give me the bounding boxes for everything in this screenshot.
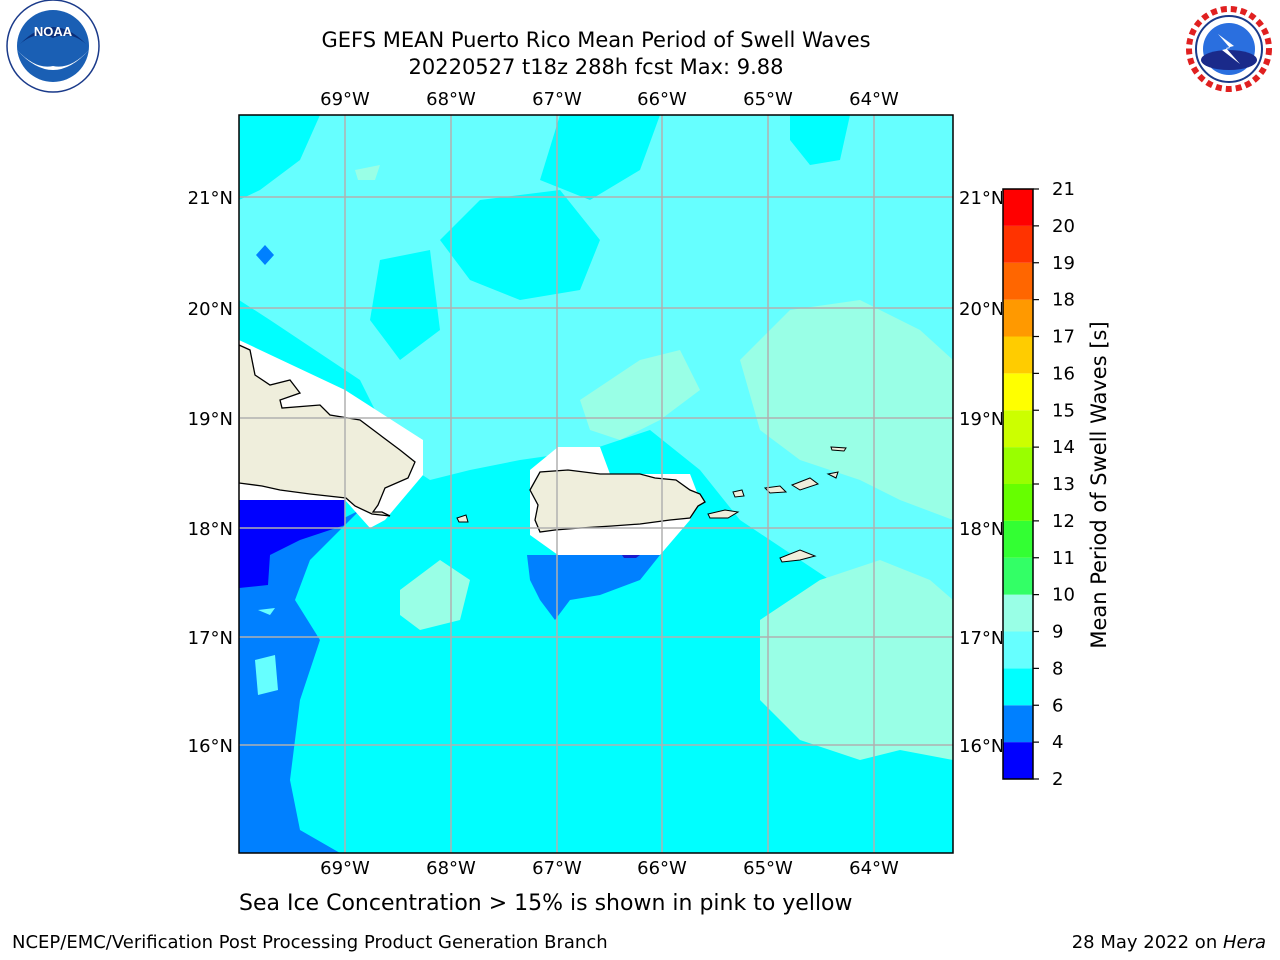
lon-label-bottom: 67°W <box>532 858 582 879</box>
colorbar-swatch <box>1003 299 1033 337</box>
colorbar-swatch <box>1003 484 1033 521</box>
colorbar-swatch <box>1003 742 1033 779</box>
colorbar-tick-label: 18 <box>1052 290 1075 311</box>
sea-ice-note: Sea Ice Concentration > 15% is shown in … <box>239 891 853 916</box>
colorbar-tick-label: 21 <box>1052 179 1075 200</box>
footer-branch: NCEP/EMC/Verification Post Processing Pr… <box>12 932 608 953</box>
lon-label-top: 66°W <box>637 89 687 110</box>
colorbar-tick-label: 13 <box>1052 474 1075 495</box>
lat-label-right: 20°N <box>959 299 1004 320</box>
colorbar-swatch <box>1003 557 1033 595</box>
colorbar-swatch <box>1003 705 1033 743</box>
colorbar-swatch <box>1003 189 1033 226</box>
lon-label-top: 68°W <box>426 89 476 110</box>
colorbar-tick-label: 15 <box>1052 400 1075 421</box>
colorbar-tick-label: 4 <box>1052 732 1063 753</box>
filled-contours <box>239 115 953 853</box>
colorbar-tick-label: 6 <box>1052 695 1063 716</box>
graticule <box>239 115 953 853</box>
lat-label-right: 19°N <box>959 409 1004 430</box>
colorbar-swatch <box>1003 520 1033 558</box>
footer-host: Hera <box>1222 932 1266 953</box>
lat-label-left: 21°N <box>188 188 233 209</box>
colorbar: 2 4 6 8 9 10 11 12 13 14 15 16 17 18 19 20 21 <box>1002 179 1075 790</box>
lat-label-right: 16°N <box>959 736 1004 757</box>
colorbar-tick-label: 2 <box>1052 769 1063 790</box>
colorbar-tick-label: 16 <box>1052 363 1075 384</box>
lat-label-left: 18°N <box>188 519 233 540</box>
colorbar-tick-label: 14 <box>1052 437 1075 458</box>
lon-label-top: 64°W <box>849 89 899 110</box>
colorbar-swatch <box>1003 373 1033 411</box>
colorbar-tick-label: 20 <box>1052 216 1075 237</box>
lon-label-top: 69°W <box>320 89 370 110</box>
map-subtitle: 20220527 t18z 288h fcst Max: 9.88 <box>408 55 784 79</box>
lon-label-bottom: 66°W <box>637 858 687 879</box>
noaa-logo: NOAA <box>6 0 100 93</box>
colorbar-swatch <box>1003 594 1033 632</box>
colorbar-tick-label: 10 <box>1052 585 1075 606</box>
lon-label-bottom: 65°W <box>743 858 793 879</box>
colorbar-swatch <box>1003 410 1033 448</box>
lat-label-right: 17°N <box>959 628 1004 649</box>
colorbar-swatch <box>1003 668 1033 706</box>
colorbar-tick-label: 19 <box>1052 253 1075 274</box>
colorbar-tick-label: 11 <box>1052 548 1075 569</box>
colorbar-swatch <box>1003 631 1033 669</box>
lon-label-top: 65°W <box>743 89 793 110</box>
colorbar-swatch <box>1003 225 1033 263</box>
lat-label-left: 17°N <box>188 628 233 649</box>
lon-label-bottom: 64°W <box>849 858 899 879</box>
lat-label-left: 16°N <box>188 736 233 757</box>
map-frame <box>238 114 954 854</box>
lat-label-right: 21°N <box>959 188 1004 209</box>
lat-label-left: 19°N <box>188 409 233 430</box>
colorbar-label: Mean Period of Swell Waves [s] <box>1087 321 1111 648</box>
nws-logo <box>1183 3 1275 95</box>
footer-date-text: 28 May 2022 on <box>1071 932 1223 953</box>
colorbar-swatch <box>1003 447 1033 484</box>
footer-date: 28 May 2022 on Hera <box>1072 932 1266 953</box>
map-title: GEFS MEAN Puerto Rico Mean Period of Swe… <box>321 28 871 52</box>
lon-label-top: 67°W <box>532 89 582 110</box>
colorbar-tick-label: 17 <box>1052 327 1075 348</box>
lon-label-bottom: 68°W <box>426 858 476 879</box>
colorbar-swatch <box>1003 262 1033 300</box>
noaa-logo-text: NOAA <box>34 24 73 39</box>
colorbar-tick-label: 8 <box>1052 658 1063 679</box>
lat-label-left: 20°N <box>188 299 233 320</box>
lat-label-right: 18°N <box>959 519 1004 540</box>
colorbar-swatch <box>1003 336 1033 374</box>
lon-label-bottom: 69°W <box>320 858 370 879</box>
colorbar-tick-label: 9 <box>1052 622 1063 643</box>
colorbar-tick-label: 12 <box>1052 511 1075 532</box>
